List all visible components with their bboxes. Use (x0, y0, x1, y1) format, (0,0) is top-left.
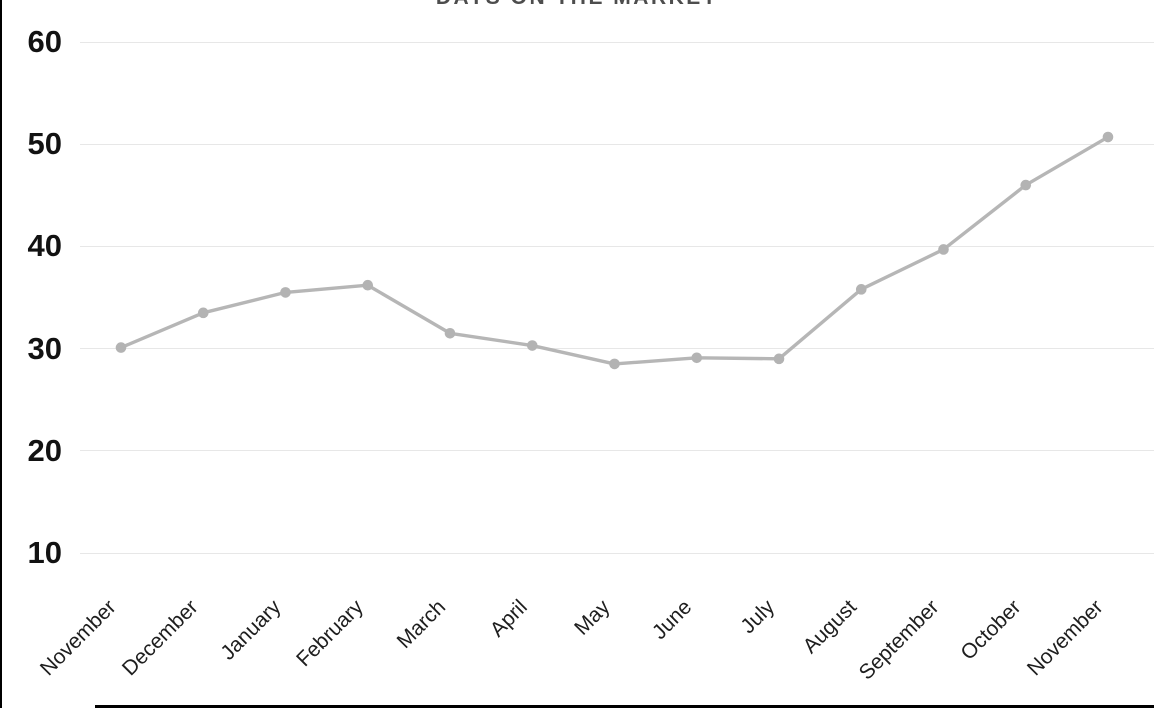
data-point-marker (773, 353, 785, 365)
gridline (80, 450, 1154, 452)
left-axis-border (0, 0, 2, 708)
chart-title: DAYS ON THE MARKET (0, 0, 1154, 10)
data-point-marker (855, 284, 867, 295)
gridline (80, 552, 1154, 554)
data-point-marker (362, 279, 374, 291)
y-axis-tick-label: 30 (27, 330, 62, 366)
gridline (80, 245, 1154, 247)
gridline (80, 41, 1154, 43)
data-point-marker (691, 352, 703, 364)
data-point-marker (938, 244, 949, 255)
data-point-marker (609, 358, 620, 370)
gridline (80, 348, 1154, 350)
bottom-axis-border (95, 705, 1154, 708)
data-point-marker (197, 307, 209, 319)
data-point-marker (526, 340, 538, 351)
data-point-marker (1102, 131, 1114, 143)
gridline (80, 143, 1154, 145)
y-axis-tick-label: 60 (27, 24, 62, 59)
y-axis-tick-label: 50 (27, 126, 62, 162)
data-point-marker (444, 327, 456, 339)
data-point-marker (280, 287, 291, 298)
data-point-marker (1020, 179, 1032, 191)
y-axis-tick-label: 40 (27, 228, 62, 264)
y-axis-tick-label: 20 (27, 432, 62, 468)
y-axis-tick-label: 10 (27, 535, 62, 570)
data-point-marker (115, 342, 127, 353)
